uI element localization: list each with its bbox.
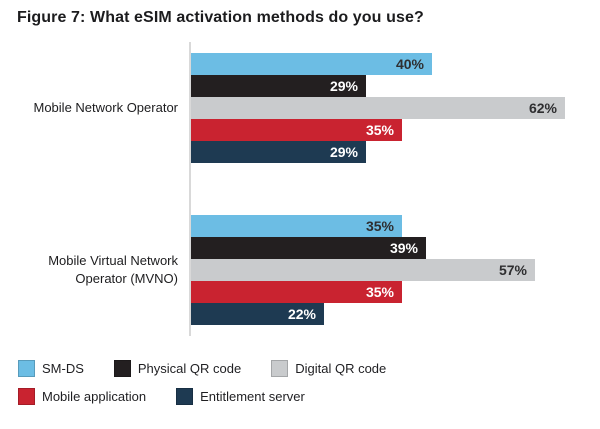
bar-digital-qr-code: 62% (191, 97, 565, 119)
legend: SM-DS Physical QR code Digital QR code Mobi… (18, 360, 458, 405)
bar-mobile-application: 35% (191, 281, 402, 303)
bar-value-label: 35% (365, 122, 394, 138)
legend-item-digital-qr-code: Digital QR code (271, 360, 386, 377)
legend-label-physical-qr-code: Physical QR code (137, 361, 242, 376)
legend-item-sm-ds: SM-DS (18, 360, 84, 377)
bar-entitlement-server: 22% (191, 303, 324, 325)
bar-value-label: 35% (365, 218, 394, 234)
bar-value-label: 62% (528, 100, 557, 116)
legend-item-physical-qr-code: Physical QR code (113, 360, 242, 377)
legend-item-mobile-application: Mobile application (18, 388, 146, 405)
bar-value-label: 29% (329, 144, 358, 160)
category-axis-line (189, 42, 191, 336)
legend-label-digital-qr-code: Digital QR code (295, 361, 387, 376)
legend-swatch-sm-ds (18, 360, 35, 377)
bar-value-label: 40% (395, 56, 424, 72)
legend-label-mobile-application: Mobile application (42, 389, 147, 404)
legend-swatch-mobile-application (18, 388, 35, 405)
figure-title: Figure 7: What eSIM activation methods d… (17, 9, 424, 26)
bar-value-label: 39% (389, 240, 418, 256)
legend-swatch-physical-qr-code (113, 360, 131, 377)
bar-mobile-application: 35% (191, 119, 402, 141)
legend-item-entitlement-server: Entitlement server (176, 388, 305, 405)
bar-sm-ds: 35% (191, 215, 402, 237)
bar-physical-qr-code: 39% (191, 237, 426, 259)
legend-label-entitlement-server: Entitlement server (200, 389, 305, 404)
category-label-mobile-virtual-network-operator-mvno: Mobile Virtual Network Operator (MVNO) (48, 253, 178, 286)
chart-area: Mobile Network Operator 40% 29% 62% 35% 29% Mo… (33, 42, 565, 336)
bar-group-mobile-network-operator: 40% 29% 62% 35% 29% (191, 53, 565, 163)
bar-value-label: 35% (365, 284, 394, 300)
legend-swatch-digital-qr-code (271, 360, 289, 377)
bar-value-label: 29% (329, 78, 358, 94)
bar-value-label: 57% (498, 262, 527, 278)
bar-sm-ds: 40% (191, 53, 432, 75)
bar-entitlement-server: 29% (191, 141, 366, 163)
legend-swatch-entitlement-server (176, 388, 194, 405)
legend-label-sm-ds: SM-DS (42, 361, 84, 376)
bar-physical-qr-code: 29% (191, 75, 366, 97)
bar-digital-qr-code: 57% (191, 259, 535, 281)
bar-group-mobile-virtual-network-operator-mvno: 35% 39% 57% 35% 22% (191, 215, 535, 325)
bar-value-label: 22% (287, 306, 316, 322)
category-label-mobile-network-operator: Mobile Network Operator (33, 100, 179, 116)
